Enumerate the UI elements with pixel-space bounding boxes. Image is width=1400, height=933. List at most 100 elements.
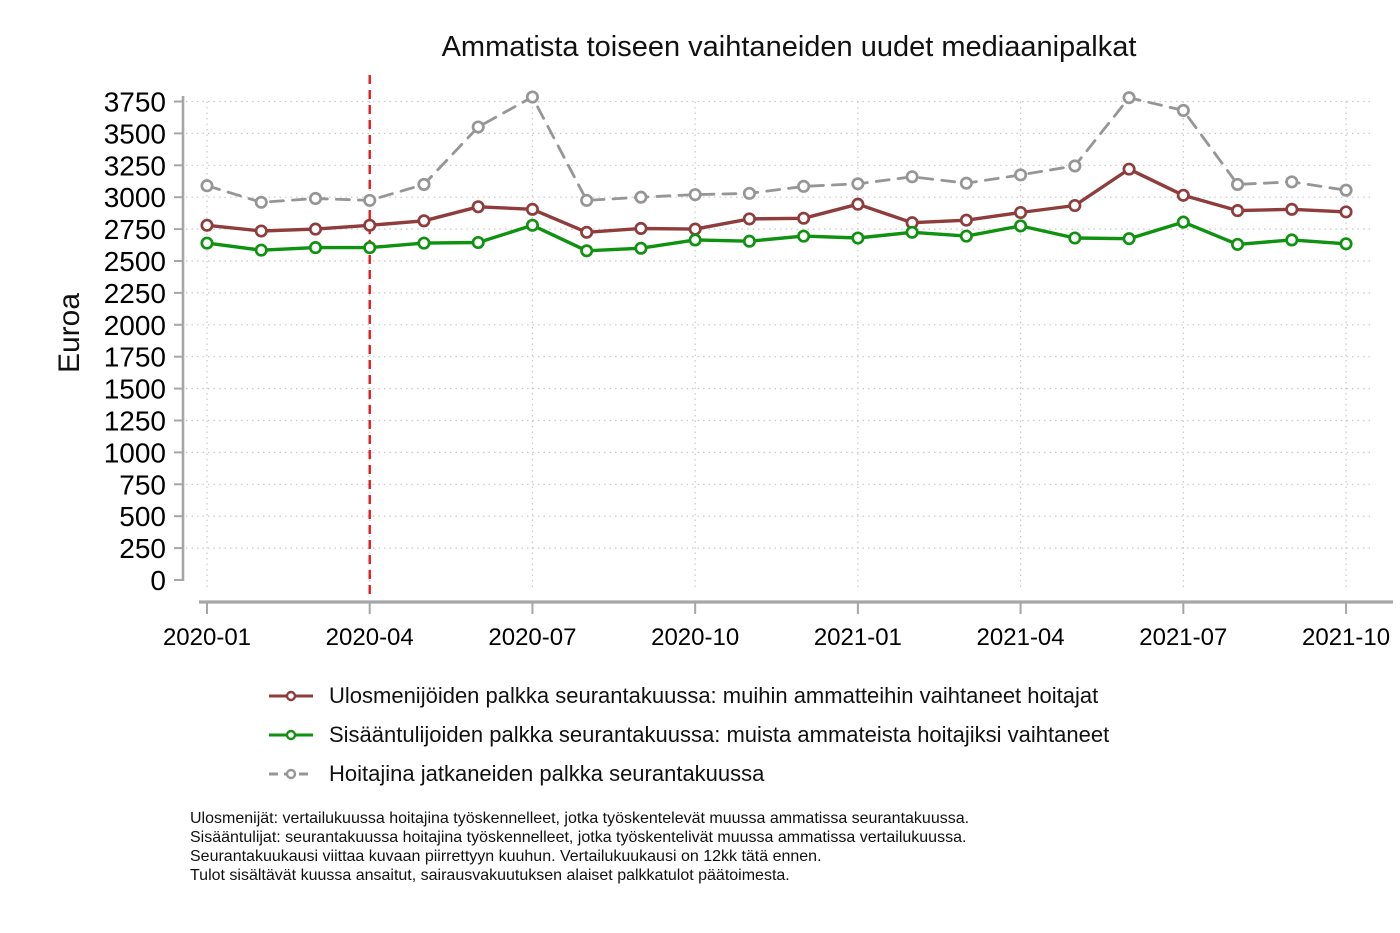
- data-point-marker: [634, 221, 648, 236]
- data-point-marker: [797, 229, 811, 243]
- data-point-marker: [471, 235, 485, 250]
- data-point-marker: [1122, 91, 1136, 105]
- data-point-marker: [1339, 183, 1353, 197]
- series-line: [205, 220, 1348, 253]
- data-point-marker: [1176, 188, 1190, 202]
- legend-label: Sisääntulijoiden palkka seurantakuussa: …: [329, 721, 1110, 747]
- data-point-marker: [363, 193, 377, 207]
- y-tick-label: 3000: [104, 182, 166, 213]
- data-point-marker: [1285, 175, 1299, 189]
- data-point-marker: [905, 225, 919, 239]
- data-point-marker: [905, 170, 919, 184]
- data-point-marker: [851, 177, 865, 191]
- data-point-marker: [254, 195, 268, 209]
- y-tick-label: 0: [150, 565, 166, 596]
- data-point-marker: [797, 179, 811, 193]
- y-tick-label: 2250: [104, 278, 166, 309]
- series-line: [205, 167, 1348, 234]
- footnote: Tulot sisältävät kuussa ansaitut, sairau…: [190, 867, 790, 884]
- data-point-marker: [525, 90, 539, 104]
- series-ulosmenijat: [200, 162, 1353, 239]
- data-point-marker: [417, 177, 431, 191]
- x-tick-label: 2021-01: [814, 624, 902, 651]
- data-point-marker: [1176, 103, 1190, 117]
- data-point-marker: [959, 229, 973, 243]
- x-tick-label: 2021-07: [1139, 624, 1227, 651]
- data-point-marker: [634, 190, 648, 204]
- data-point-marker: [471, 200, 485, 214]
- data-point-marker: [580, 225, 594, 239]
- y-tick-label: 250: [119, 533, 166, 564]
- legend-label: Hoitajina jatkaneiden palkka seurantakuu…: [329, 760, 765, 786]
- data-point-marker: [1176, 215, 1190, 229]
- data-point-marker: [1068, 198, 1082, 213]
- series-line: [205, 95, 1348, 204]
- data-point-marker: [1014, 219, 1028, 233]
- data-point-marker: [797, 211, 811, 225]
- x-tick-label: 2020-01: [163, 624, 251, 651]
- data-point-marker: [471, 120, 485, 134]
- data-point-marker: [1285, 202, 1299, 216]
- data-point-marker: [1339, 205, 1353, 219]
- data-point-marker: [363, 241, 377, 255]
- legend-label: Ulosmenijöiden palkka seurantakuussa: mu…: [329, 682, 1099, 708]
- data-point-marker: [742, 212, 756, 226]
- data-point-marker: [200, 236, 214, 250]
- data-point-marker: [254, 243, 268, 257]
- x-tick-label: 2020-04: [326, 624, 414, 651]
- data-point-marker: [580, 244, 594, 258]
- data-point-marker: [1285, 233, 1299, 247]
- legend: Ulosmenijöiden palkka seurantakuussa: mu…: [268, 676, 1109, 793]
- y-tick-label: 500: [119, 501, 166, 532]
- data-point-marker: [200, 179, 214, 193]
- data-point-marker: [1231, 204, 1245, 218]
- y-tick-label: 1750: [104, 342, 166, 373]
- y-tick-label: 750: [119, 469, 166, 500]
- data-point-marker: [742, 186, 756, 200]
- y-tick-label: 1250: [104, 406, 166, 437]
- data-point-marker: [959, 176, 973, 190]
- data-point-marker: [308, 222, 323, 236]
- data-point-marker: [580, 193, 594, 207]
- y-tick-label: 1500: [104, 374, 166, 405]
- legend-line-marker-icon: [269, 729, 313, 740]
- y-tick-label: 3500: [104, 118, 166, 149]
- data-point-marker: [634, 241, 648, 255]
- data-point-marker: [417, 214, 431, 228]
- data-point-marker: [688, 188, 702, 202]
- data-point-marker: [417, 236, 431, 250]
- data-point-marker: [851, 197, 865, 211]
- legend-line-marker-icon: [269, 690, 313, 701]
- y-tick-label: 2750: [104, 214, 166, 245]
- y-tick-label: 1000: [104, 437, 166, 468]
- footnote: Sisääntulijat: seurantakuussa hoitajina …: [190, 829, 967, 846]
- series-sisaantulijat: [200, 215, 1353, 258]
- data-point-marker: [688, 222, 702, 236]
- data-point-marker: [1339, 237, 1353, 251]
- legend-item: Sisääntulijoiden palkka seurantakuussa: …: [268, 715, 1109, 754]
- x-tick-label: 2020-10: [651, 624, 739, 651]
- series-hoitajina: [200, 90, 1353, 209]
- footnotes: Ulosmenijät: vertailukuussa hoitajina ty…: [190, 809, 969, 885]
- data-point-marker: [1068, 231, 1082, 245]
- data-point-marker: [200, 218, 214, 232]
- x-tick-label: 2021-04: [977, 624, 1065, 651]
- legend-line-marker-icon: [269, 768, 313, 779]
- data-point-marker: [363, 218, 377, 232]
- y-tick-label: 2500: [104, 246, 166, 277]
- data-point-marker: [254, 224, 268, 238]
- data-point-marker: [1122, 232, 1136, 246]
- data-point-marker: [959, 213, 973, 227]
- data-point-marker: [1014, 205, 1028, 220]
- y-tick-label: 3250: [104, 150, 166, 181]
- data-point-marker: [1014, 168, 1028, 182]
- x-tick-label: 2021-10: [1302, 624, 1390, 651]
- y-tick-label: 2000: [104, 310, 166, 341]
- data-point-marker: [308, 241, 323, 255]
- data-point-marker: [1122, 162, 1136, 176]
- data-point-marker: [851, 231, 865, 245]
- data-point-marker: [525, 202, 539, 216]
- data-point-marker: [1231, 177, 1245, 191]
- x-tick-label: 2020-07: [488, 624, 576, 651]
